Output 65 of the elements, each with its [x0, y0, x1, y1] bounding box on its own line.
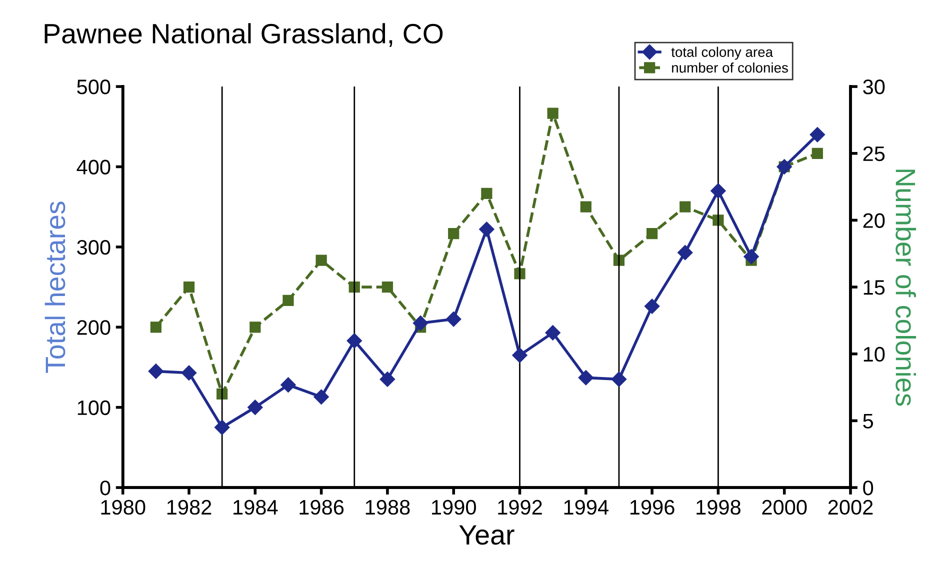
y-tick-label: 200: [77, 320, 110, 335]
point: [481, 188, 492, 200]
point: [382, 282, 394, 293]
point: [744, 249, 759, 264]
point: [613, 254, 625, 266]
y2-tick-label: 0: [863, 480, 874, 496]
point: [580, 201, 592, 212]
point: [380, 372, 396, 387]
point: [282, 294, 294, 306]
point: [512, 348, 528, 363]
x-axis-title: Year: [459, 525, 514, 545]
point: [547, 108, 558, 119]
point: [680, 201, 691, 212]
y-tick-label: 0: [100, 480, 110, 496]
point: [812, 148, 823, 159]
point: [280, 377, 296, 392]
x-tick-label: 1996: [630, 500, 674, 515]
y2-tick-label: 5: [863, 414, 874, 428]
x-tick-label: 1986: [300, 500, 344, 515]
x-tick-label: 1998: [696, 500, 740, 515]
x-tick-label: 2000: [762, 500, 807, 515]
x-tick-label: 1994: [564, 500, 608, 515]
x-tick-label: 1990: [432, 500, 476, 515]
point: [446, 312, 462, 327]
y2-tick-label: 25: [863, 146, 885, 162]
chart-title: Pawnee National Grassland, CO: [44, 23, 443, 47]
point: [412, 316, 428, 331]
point: [314, 389, 329, 405]
y2-axis-title: Number of colonies: [896, 170, 916, 406]
x-tick-label: 1982: [167, 500, 212, 515]
point: [545, 325, 560, 340]
x-tick-label: 1980: [101, 500, 146, 515]
y2-tick-label: 15: [864, 280, 885, 295]
legend-label: number of colonies: [672, 62, 788, 73]
point: [646, 228, 658, 240]
point: [810, 127, 825, 142]
point: [214, 420, 230, 435]
y2-tick-label: 10: [864, 346, 885, 362]
y2-tick-label: 30: [863, 80, 885, 94]
y-tick-label: 300: [77, 240, 110, 255]
point: [150, 322, 162, 333]
x-tick-label: 1992: [498, 500, 542, 515]
x-tick-label: 1988: [366, 500, 410, 515]
x-tick-label: 1984: [234, 500, 278, 515]
point: [479, 222, 494, 237]
point: [710, 183, 726, 198]
point: [183, 282, 195, 293]
legend-label: total colony area: [671, 46, 774, 60]
point: [678, 245, 693, 260]
point: [644, 298, 660, 314]
y-tick-label: 500: [77, 80, 110, 94]
point: [611, 372, 627, 387]
x-tick-label: 2002: [828, 500, 873, 515]
point: [181, 365, 197, 380]
y2-tick-label: 20: [863, 213, 885, 228]
point: [250, 322, 261, 333]
point: [248, 400, 263, 415]
point: [448, 228, 460, 240]
point: [346, 333, 362, 348]
point: [148, 364, 164, 379]
y-tick-label: 100: [78, 400, 110, 416]
y-tick-label: 400: [76, 160, 110, 175]
point: [578, 370, 594, 386]
y-axis-title: Total hectares: [44, 202, 66, 373]
point: [316, 254, 327, 266]
